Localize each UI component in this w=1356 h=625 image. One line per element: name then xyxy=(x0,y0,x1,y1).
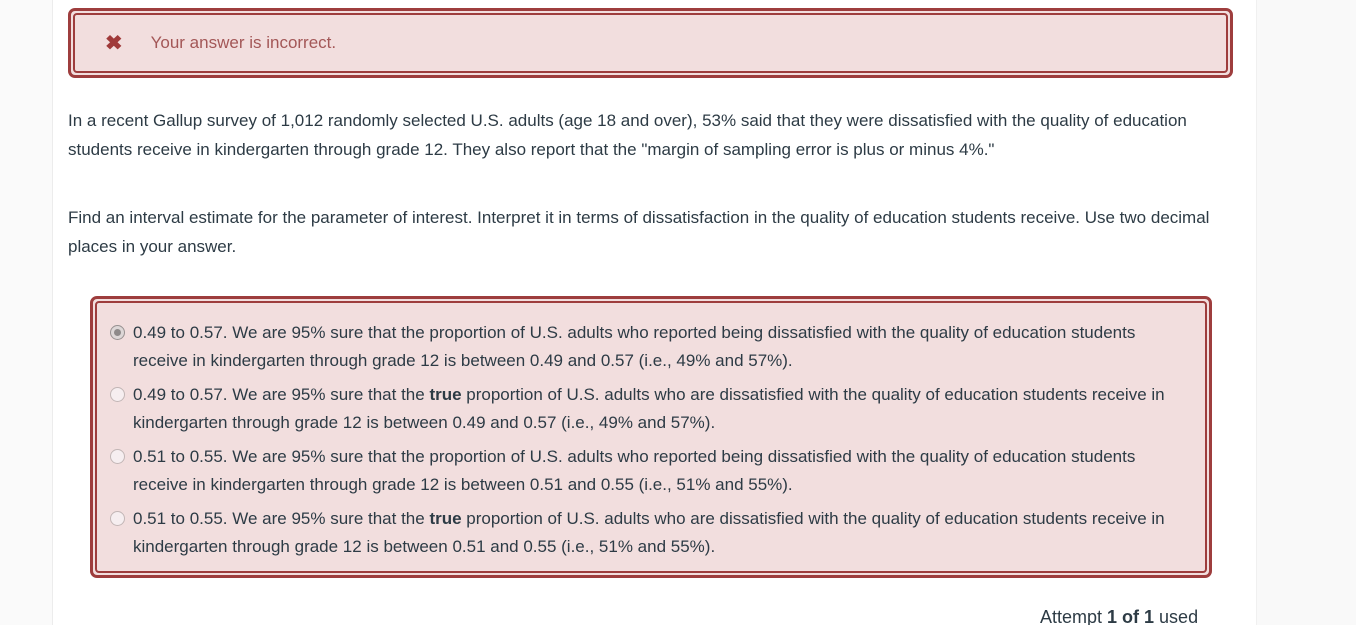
answer-option-label: 0.51 to 0.55. We are 95% sure that the t… xyxy=(133,509,1165,556)
answer-option-label: 0.51 to 0.55. We are 95% sure that the p… xyxy=(133,447,1136,494)
question-paragraph-2: Find an interval estimate for the parame… xyxy=(68,208,1210,256)
attempt-count: 1 of 1 xyxy=(1107,607,1155,625)
answer-option[interactable]: 0.49 to 0.57. We are 95% sure that the p… xyxy=(110,319,1177,375)
attempt-prefix: Attempt xyxy=(1040,607,1103,625)
radio-dot xyxy=(114,329,121,336)
answer-option[interactable]: 0.51 to 0.55. We are 95% sure that the p… xyxy=(110,443,1177,499)
alert-message: Your answer is incorrect. xyxy=(150,33,337,52)
incorrect-answer-alert: ✖ Your answer is incorrect. xyxy=(68,8,1233,78)
incorrect-answer-alert-inner: ✖ Your answer is incorrect. xyxy=(73,13,1228,73)
options-list: 0.49 to 0.57. We are 95% sure that the p… xyxy=(95,301,1207,573)
radio-button[interactable] xyxy=(110,449,125,464)
x-icon: ✖ xyxy=(105,32,123,54)
answer-option-label: 0.49 to 0.57. We are 95% sure that the t… xyxy=(133,385,1165,432)
attempt-status: Attempt 1 of 1 used xyxy=(1040,607,1198,625)
radio-button[interactable] xyxy=(110,511,125,526)
answer-option[interactable]: 0.49 to 0.57. We are 95% sure that the t… xyxy=(110,381,1177,437)
answer-option-label: 0.49 to 0.57. We are 95% sure that the p… xyxy=(133,323,1136,370)
right-gutter xyxy=(1256,0,1356,625)
attempt-suffix: used xyxy=(1159,607,1199,625)
radio-button[interactable] xyxy=(110,387,125,402)
answer-options-box: 0.49 to 0.57. We are 95% sure that the p… xyxy=(90,296,1212,578)
left-gutter xyxy=(0,0,53,625)
answer-option[interactable]: 0.51 to 0.55. We are 95% sure that the t… xyxy=(110,505,1177,561)
radio-button[interactable] xyxy=(110,325,125,340)
question-paragraph-1: In a recent Gallup survey of 1,012 rando… xyxy=(68,111,1187,159)
